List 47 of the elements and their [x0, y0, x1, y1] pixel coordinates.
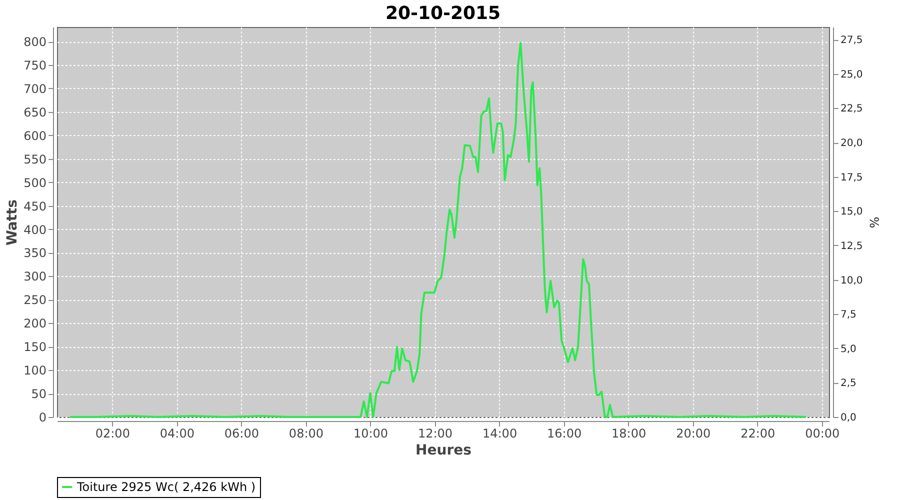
y-tick-label: 650	[24, 105, 46, 120]
y-tick-label: 450	[24, 199, 46, 214]
x-tick-label: 02:00	[95, 426, 130, 440]
x-tick-label: 04:00	[160, 426, 194, 440]
y2-tick-label: 20,0	[840, 138, 863, 150]
y-axis-title: Watts	[4, 199, 21, 246]
legend-label: Toiture 2925 Wc( 2,426 kWh )	[76, 480, 256, 494]
x-tick-label: 20:00	[676, 426, 711, 440]
y2-axis-title: %	[866, 216, 881, 228]
y-tick-label: 750	[24, 58, 46, 73]
y2-tick-label: 12,5	[840, 240, 863, 252]
x-tick-label: 10:00	[353, 426, 388, 440]
y2-tick-label: 17,5	[840, 172, 863, 184]
x-tick-label: 08:00	[288, 426, 324, 440]
x-tick-label: 14:00	[482, 426, 518, 440]
x-tick-label: 22:00	[740, 426, 776, 440]
y-tick-label: 500	[24, 176, 46, 190]
y-tick-label: 150	[24, 340, 46, 354]
y-tick-label: 50	[31, 387, 46, 402]
y-tick-label: 350	[24, 246, 46, 260]
x-tick-label: 06:00	[224, 426, 260, 440]
y2-tick-label: 15,0	[840, 206, 863, 218]
y-tick-label: 250	[24, 293, 46, 308]
y-tick-label: 800	[24, 35, 46, 50]
x-tick-label: 16:00	[547, 426, 582, 440]
y-tick-label: 550	[24, 152, 46, 166]
y-tick-label: 700	[24, 82, 46, 96]
y-tick-label: 400	[24, 222, 46, 237]
y2-tick-label: 0,0	[840, 412, 856, 424]
y2-tick-label: 2,5	[840, 378, 856, 390]
y2-tick-label: 10,0	[840, 275, 863, 286]
y2-tick-label: 5,0	[840, 344, 856, 355]
y-tick-label: 100	[24, 364, 46, 378]
y2-tick-label: 7,5	[840, 310, 856, 321]
y-tick-label: 200	[24, 316, 46, 331]
y2-tick-label: 25,0	[840, 69, 863, 80]
y-tick-label: 300	[24, 270, 46, 284]
line-series	[68, 42, 808, 418]
y2-tick-label: 27,5	[840, 35, 863, 46]
y-tick-label: 600	[24, 128, 46, 143]
y-tick-label: 0	[38, 410, 46, 424]
x-tick-label: 00:00	[805, 426, 840, 440]
y2-tick-label: 22,5	[840, 104, 863, 115]
x-tick-label: 12:00	[418, 426, 453, 440]
x-axis-title: Heures	[416, 442, 472, 458]
chart-title: 20-10-2015	[385, 3, 501, 24]
x-tick-label: 18:00	[612, 426, 646, 440]
